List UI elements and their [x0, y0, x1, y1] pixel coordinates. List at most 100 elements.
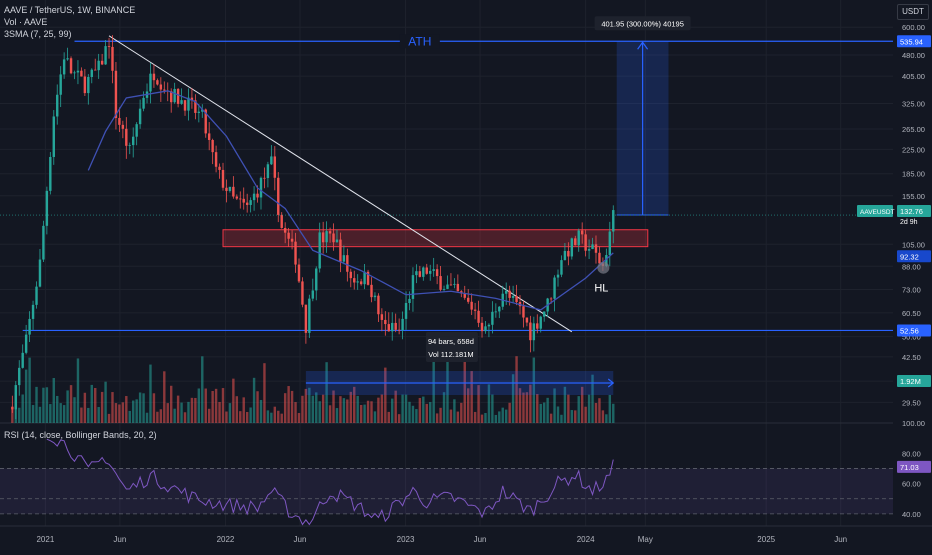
volume-bar	[435, 413, 439, 423]
candle-body	[515, 295, 518, 303]
candle-body	[529, 322, 532, 341]
resistance-zone[interactable]	[222, 229, 649, 248]
candle-body	[252, 193, 256, 201]
candle-body	[24, 334, 28, 353]
price-tick-label: 265.00	[902, 125, 925, 134]
price-tick-label: 225.00	[902, 145, 925, 154]
volume-bar	[560, 414, 563, 423]
candle-body	[608, 231, 612, 256]
candle-body	[411, 275, 415, 299]
volume-bar	[321, 394, 325, 423]
volume-bar	[87, 407, 90, 423]
volume-tag-bg	[897, 375, 931, 387]
volume-bar	[218, 401, 221, 423]
candle-body	[187, 97, 190, 111]
volume-bar	[515, 356, 518, 423]
candle-body	[311, 290, 315, 299]
rsi-value-tag-bg	[897, 460, 931, 473]
level-lines[interactable]	[22, 35, 893, 333]
volume-bar	[394, 390, 397, 423]
candle-body	[353, 278, 356, 283]
time-tick-label: 2022	[217, 535, 235, 544]
support-price-tag-bg	[897, 324, 931, 337]
candle-body	[135, 124, 138, 137]
candle-body	[328, 231, 332, 234]
volume-bar	[591, 374, 594, 423]
volume-bar	[132, 400, 135, 423]
candle-body	[532, 323, 536, 341]
downtrend-line	[108, 35, 573, 333]
volume-bar	[194, 397, 197, 423]
volume-bar	[100, 391, 104, 423]
candle-body	[425, 267, 428, 274]
volume-bar	[487, 384, 491, 423]
volume-bar	[456, 411, 460, 423]
countdown-label: 2d 9h	[900, 219, 918, 226]
sma-line	[87, 90, 614, 311]
candle-body	[598, 252, 601, 264]
volume-bar	[252, 377, 256, 423]
volume-bar	[536, 394, 539, 423]
candle-body	[114, 70, 118, 118]
candle-body	[456, 283, 460, 292]
symbol-legend[interactable]: AAVE / TetherUS, 1W, BINANCE	[4, 5, 136, 15]
volume-bar	[28, 357, 31, 423]
rsi-tick-label: 40.00	[902, 510, 921, 519]
sma-legend[interactable]: 3SMA (7, 25, 99)	[4, 29, 72, 39]
candle-body	[384, 319, 387, 325]
candle-body	[325, 231, 328, 243]
volume-legend[interactable]: Vol · AAVE	[4, 17, 48, 27]
volume-bar	[135, 399, 138, 423]
candle-body	[121, 124, 125, 129]
volume-bar	[539, 403, 542, 423]
volume-bar	[525, 392, 529, 423]
volume-bar	[574, 410, 577, 423]
projection-box[interactable]	[305, 41, 669, 395]
rsi-legend[interactable]: RSI (14, close, Bollinger Bands, 20, 2)	[4, 430, 157, 440]
candle-body	[446, 284, 449, 289]
volume-bar	[104, 381, 107, 423]
volume-bar	[24, 369, 28, 423]
volume-bar	[508, 402, 511, 423]
candle-body	[42, 225, 45, 260]
volume-bar	[598, 398, 601, 423]
candle-body	[204, 109, 207, 134]
candle-body	[567, 250, 570, 257]
volume-bar	[328, 405, 332, 423]
candle-body	[180, 100, 183, 104]
candle-body	[218, 166, 221, 170]
candle-body	[466, 297, 470, 302]
volume-bar	[66, 390, 69, 423]
volume-bar	[349, 391, 352, 423]
candle-body	[100, 60, 104, 65]
candle-body	[242, 198, 245, 203]
volume-bar	[491, 394, 494, 423]
volume-bar	[38, 406, 42, 423]
volume-bar	[308, 387, 311, 423]
volume-bar	[76, 358, 80, 423]
time-axis[interactable]: 2021 Jun 2022 Jun 2023 Jun 2024 May 2025 Jun	[0, 525, 932, 544]
candle-body	[169, 91, 173, 103]
candle-body	[473, 309, 477, 311]
volume-bar	[190, 397, 194, 423]
volume-bar	[263, 363, 266, 423]
projection-label-bg	[594, 16, 691, 31]
volume-bar	[273, 406, 277, 423]
candle-body	[69, 58, 73, 74]
currency-button[interactable]: USDT	[897, 4, 929, 20]
volume-bar	[449, 409, 453, 423]
volume-bar	[180, 402, 183, 423]
volume-bar	[270, 412, 273, 423]
volume-bar	[563, 386, 567, 423]
volume-bar	[366, 400, 370, 423]
volume-bar	[363, 404, 366, 423]
candle-body	[214, 152, 218, 167]
volume-bar	[494, 414, 498, 423]
volume-bar	[384, 367, 387, 423]
candle-body	[277, 177, 280, 215]
candle-body	[194, 100, 197, 113]
ath-price-tag-bg	[897, 35, 931, 48]
